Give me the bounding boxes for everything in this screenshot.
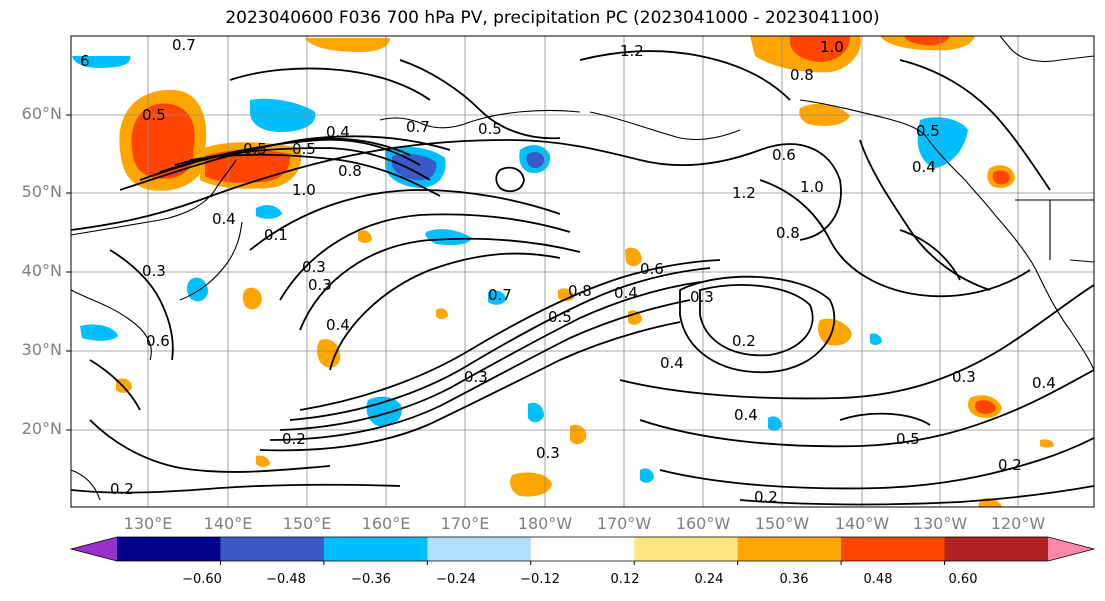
contour-labels: 6 0.7 0.5 0.5 0.4 0.5 0.8 1.0 0.1 0.7 0.… (80, 36, 1056, 506)
colorbar-tick-label: 0.24 (694, 572, 724, 587)
contour-label: 0.1 (264, 226, 288, 244)
colorbar-tick-label: 0.48 (863, 572, 893, 587)
colorbar-segment (737, 537, 842, 561)
colorbar-segment (530, 537, 635, 561)
lon-label: 170°W (596, 514, 652, 533)
contour-label: 0.8 (568, 282, 592, 300)
contour-label: 0.2 (754, 488, 778, 506)
contour-label: 0.5 (896, 430, 920, 448)
colorbar-segment (427, 537, 532, 561)
lat-label-60n: 60°N (21, 104, 62, 123)
colorbar-extension-low (71, 537, 117, 561)
colorbar-segment (944, 537, 1049, 561)
lon-label: 140°W (834, 514, 890, 533)
contour-label: 0.5 (478, 120, 502, 138)
contour-label: 1.0 (292, 181, 316, 199)
contour-label: 0.2 (282, 430, 306, 448)
contour-label: 0.2 (110, 480, 134, 498)
lon-label: 180°W (517, 514, 573, 533)
colorbar-tick-label: 0.36 (779, 572, 809, 587)
colorbar-segment (220, 537, 325, 561)
contour-label: 0.5 (142, 106, 166, 124)
lon-label: 130°E (123, 514, 173, 533)
contour-label: 0.8 (790, 66, 814, 84)
contour-label: 0.4 (734, 406, 758, 424)
contour-label: 0.3 (690, 288, 714, 306)
contour-label: 0.4 (660, 354, 684, 372)
contour-label: 0.7 (488, 286, 512, 304)
contour-label: 1.0 (820, 38, 844, 56)
contour-label: 0.5 (916, 122, 940, 140)
lon-label: 160°E (361, 514, 411, 533)
contour-label: 0.6 (772, 146, 796, 164)
contour-label: 1.0 (800, 178, 824, 196)
colorbar-tick-label: −0.60 (182, 572, 222, 587)
lon-label: 150°E (282, 514, 332, 533)
contour-label: 0.5 (243, 140, 267, 158)
colorbar-tick-label: −0.36 (351, 572, 391, 587)
lon-label: 120°W (990, 514, 1046, 533)
lat-label-20n: 20°N (21, 419, 62, 438)
contour-label: 0.3 (302, 258, 326, 276)
contour-label: 0.4 (912, 158, 936, 176)
contour-label: 0.4 (1032, 374, 1056, 392)
contour-label: 0.2 (732, 332, 756, 350)
contour-label: 1.2 (732, 184, 756, 202)
lon-label: 140°E (203, 514, 253, 533)
colorbar-tick-label: 0.12 (610, 572, 640, 587)
contour-label: 0.2 (998, 456, 1022, 474)
contour-label: 0.4 (212, 210, 236, 228)
contour-label: 1.2 (620, 42, 644, 60)
contour-label: 0.5 (292, 140, 316, 158)
colorbar-extension-high (1048, 537, 1094, 561)
colorbar-segment (117, 537, 221, 561)
contour-label: 0.6 (146, 332, 170, 350)
colorbar-segment (841, 537, 946, 561)
lat-label-40n: 40°N (21, 261, 62, 280)
contour-label: 0.3 (464, 368, 488, 386)
lon-label: 150°W (754, 514, 810, 533)
colorbar-tick-label: −0.24 (436, 572, 476, 587)
coastlines (71, 36, 1094, 501)
contour-label: 0.3 (308, 276, 332, 294)
contour-label: 0.5 (548, 308, 572, 326)
lon-label: 130°W (912, 514, 968, 533)
lat-label-50n: 50°N (21, 182, 62, 201)
colorbar-tick-label: 0.60 (948, 572, 978, 587)
colorbar-tick-label: −0.48 (266, 572, 306, 587)
contour-label: 0.7 (406, 118, 430, 136)
contour-label: 0.3 (142, 262, 166, 280)
contour-label: 0.4 (614, 284, 638, 302)
colorbar (69, 536, 1096, 565)
contour-label: 0.3 (536, 444, 560, 462)
lat-label-30n: 30°N (21, 340, 62, 359)
colorbar-tick-label: −0.12 (520, 572, 560, 587)
contour-label: 0.4 (326, 316, 350, 334)
colorbar-segment (323, 537, 428, 561)
map-title: 2023040600 F036 700 hPa PV, precipitatio… (225, 8, 880, 28)
contour-label: 0.8 (338, 162, 362, 180)
axis-ticks (66, 114, 71, 431)
lon-label: 160°W (675, 514, 731, 533)
contour-label: 0.6 (640, 260, 664, 278)
contour-label: 0.7 (172, 36, 196, 54)
pv-contours (71, 50, 1094, 506)
colorbar-segment (634, 537, 739, 561)
colorbar-outline (69, 536, 1096, 562)
graticule (71, 36, 1094, 507)
contour-label: 6 (80, 52, 90, 70)
lon-label: 170°E (440, 514, 490, 533)
contour-label: 0.8 (776, 224, 800, 242)
contour-label: 0.4 (326, 123, 350, 141)
contour-label: 0.3 (952, 368, 976, 386)
